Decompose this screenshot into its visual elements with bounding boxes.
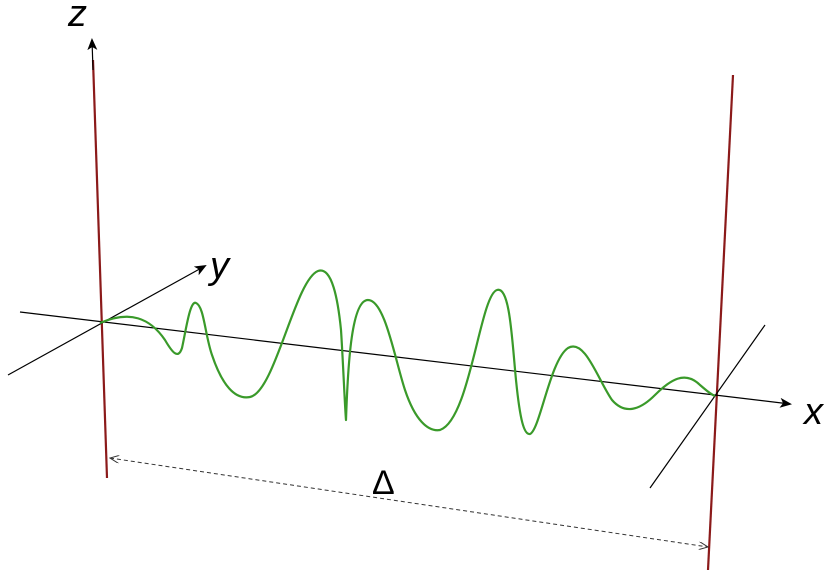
wave-curve bbox=[99, 269, 716, 436]
z-axis-label: z bbox=[67, 0, 87, 35]
z-axis-arrow bbox=[87, 38, 98, 71]
right-wall-line bbox=[706, 74, 735, 570]
x-axis-label: x bbox=[802, 391, 825, 433]
right-transverse-axis-line bbox=[649, 324, 766, 489]
distance-dimension-line bbox=[110, 458, 708, 547]
y-axis-label: y bbox=[207, 245, 231, 287]
distance-label: Δ bbox=[372, 464, 395, 502]
left-wall-line bbox=[91, 59, 109, 479]
